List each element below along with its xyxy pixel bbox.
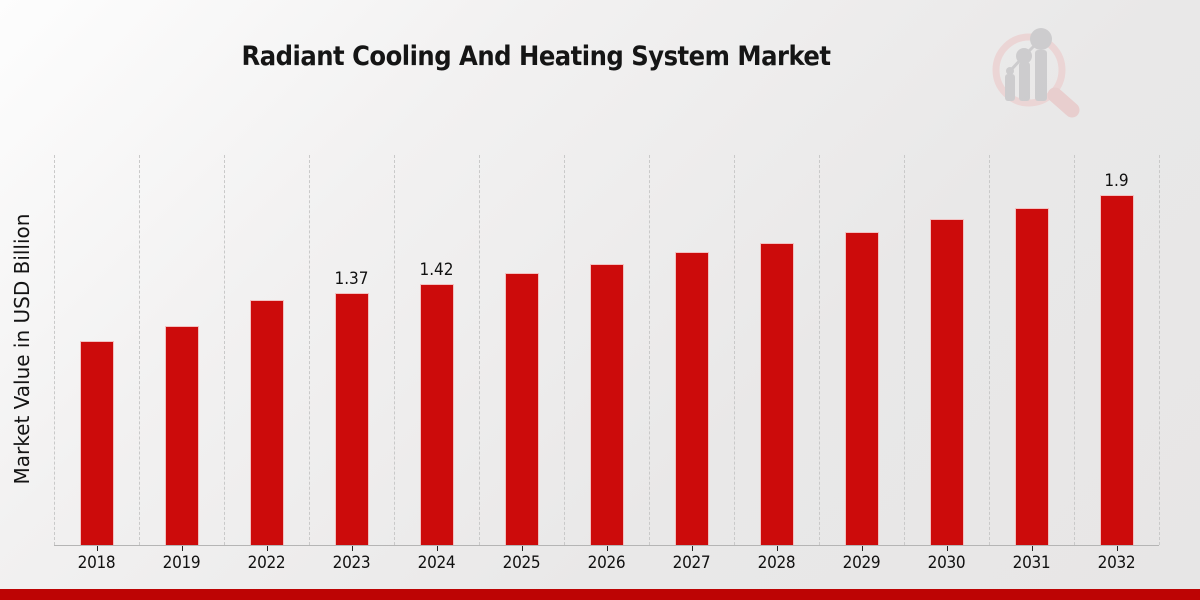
vertical-gridline: [1074, 155, 1075, 545]
vertical-gridline: [394, 155, 395, 545]
vertical-gridline: [224, 155, 225, 545]
x-tick-label-2028: 2028: [757, 553, 796, 573]
bar-2031: [1014, 208, 1049, 545]
bar-value-label-2023: 1.37: [334, 269, 369, 289]
vertical-gridline: [564, 155, 565, 545]
bar-2022: [249, 300, 284, 545]
vertical-gridline: [139, 155, 140, 545]
y-axis-label: Market Value in USD Billion: [10, 213, 34, 485]
vertical-gridline: [734, 155, 735, 545]
x-tick-label-2032: 2032: [1097, 553, 1136, 573]
vertical-gridline: [309, 155, 310, 545]
x-axis-tick: [521, 546, 523, 551]
x-tick-label-2018: 2018: [77, 553, 116, 573]
x-axis-tick: [436, 546, 438, 551]
x-tick-label-2030: 2030: [927, 553, 966, 573]
vertical-gridline: [904, 155, 905, 545]
vertical-gridline: [54, 155, 55, 545]
x-axis-tick: [776, 546, 778, 551]
x-tick-label-2023: 2023: [332, 553, 371, 573]
x-tick-label-2025: 2025: [502, 553, 541, 573]
x-tick-label-2029: 2029: [842, 553, 881, 573]
bar-2024: [419, 284, 454, 545]
x-axis-tick: [946, 546, 948, 551]
bottom-accent-strip: [0, 589, 1200, 600]
x-tick-label-2026: 2026: [587, 553, 626, 573]
bar-2026: [589, 264, 624, 545]
vertical-gridline: [819, 155, 820, 545]
x-axis-tick: [1116, 546, 1118, 551]
bar-2019: [164, 326, 199, 545]
x-axis-tick: [1031, 546, 1033, 551]
plot-area: 2018 2019 2022 2023 1.37 2024 1.42 2025 2026 2027…: [54, 155, 1160, 573]
bar-value-label-2032: 1.9: [1104, 171, 1129, 191]
market-research-future-logo-icon: [992, 28, 1080, 118]
vertical-gridline: [479, 155, 480, 545]
bar-2025: [504, 273, 539, 545]
bar-2032: [1099, 195, 1134, 545]
x-tick-label-2024: 2024: [417, 553, 456, 573]
bar-2029: [844, 232, 879, 545]
x-axis-tick: [266, 546, 268, 551]
bar-2027: [674, 252, 709, 545]
x-tick-label-2031: 2031: [1012, 553, 1051, 573]
x-axis-tick: [96, 546, 98, 551]
x-tick-label-2022: 2022: [247, 553, 286, 573]
bar-value-label-2024: 1.42: [419, 260, 454, 280]
bar-2018: [79, 341, 114, 545]
bar-2028: [759, 243, 794, 545]
chart-title: Radiant Cooling And Heating System Marke…: [241, 41, 831, 72]
bar-2023: [334, 293, 369, 545]
x-axis-tick: [861, 546, 863, 551]
vertical-gridline: [1159, 155, 1160, 545]
x-axis-tick: [181, 546, 183, 551]
x-axis-tick: [691, 546, 693, 551]
x-tick-label-2019: 2019: [162, 553, 201, 573]
vertical-gridline: [989, 155, 990, 545]
x-axis-tick: [606, 546, 608, 551]
bar-2030: [929, 219, 964, 545]
x-tick-label-2027: 2027: [672, 553, 711, 573]
vertical-gridline: [649, 155, 650, 545]
x-axis-tick: [351, 546, 353, 551]
